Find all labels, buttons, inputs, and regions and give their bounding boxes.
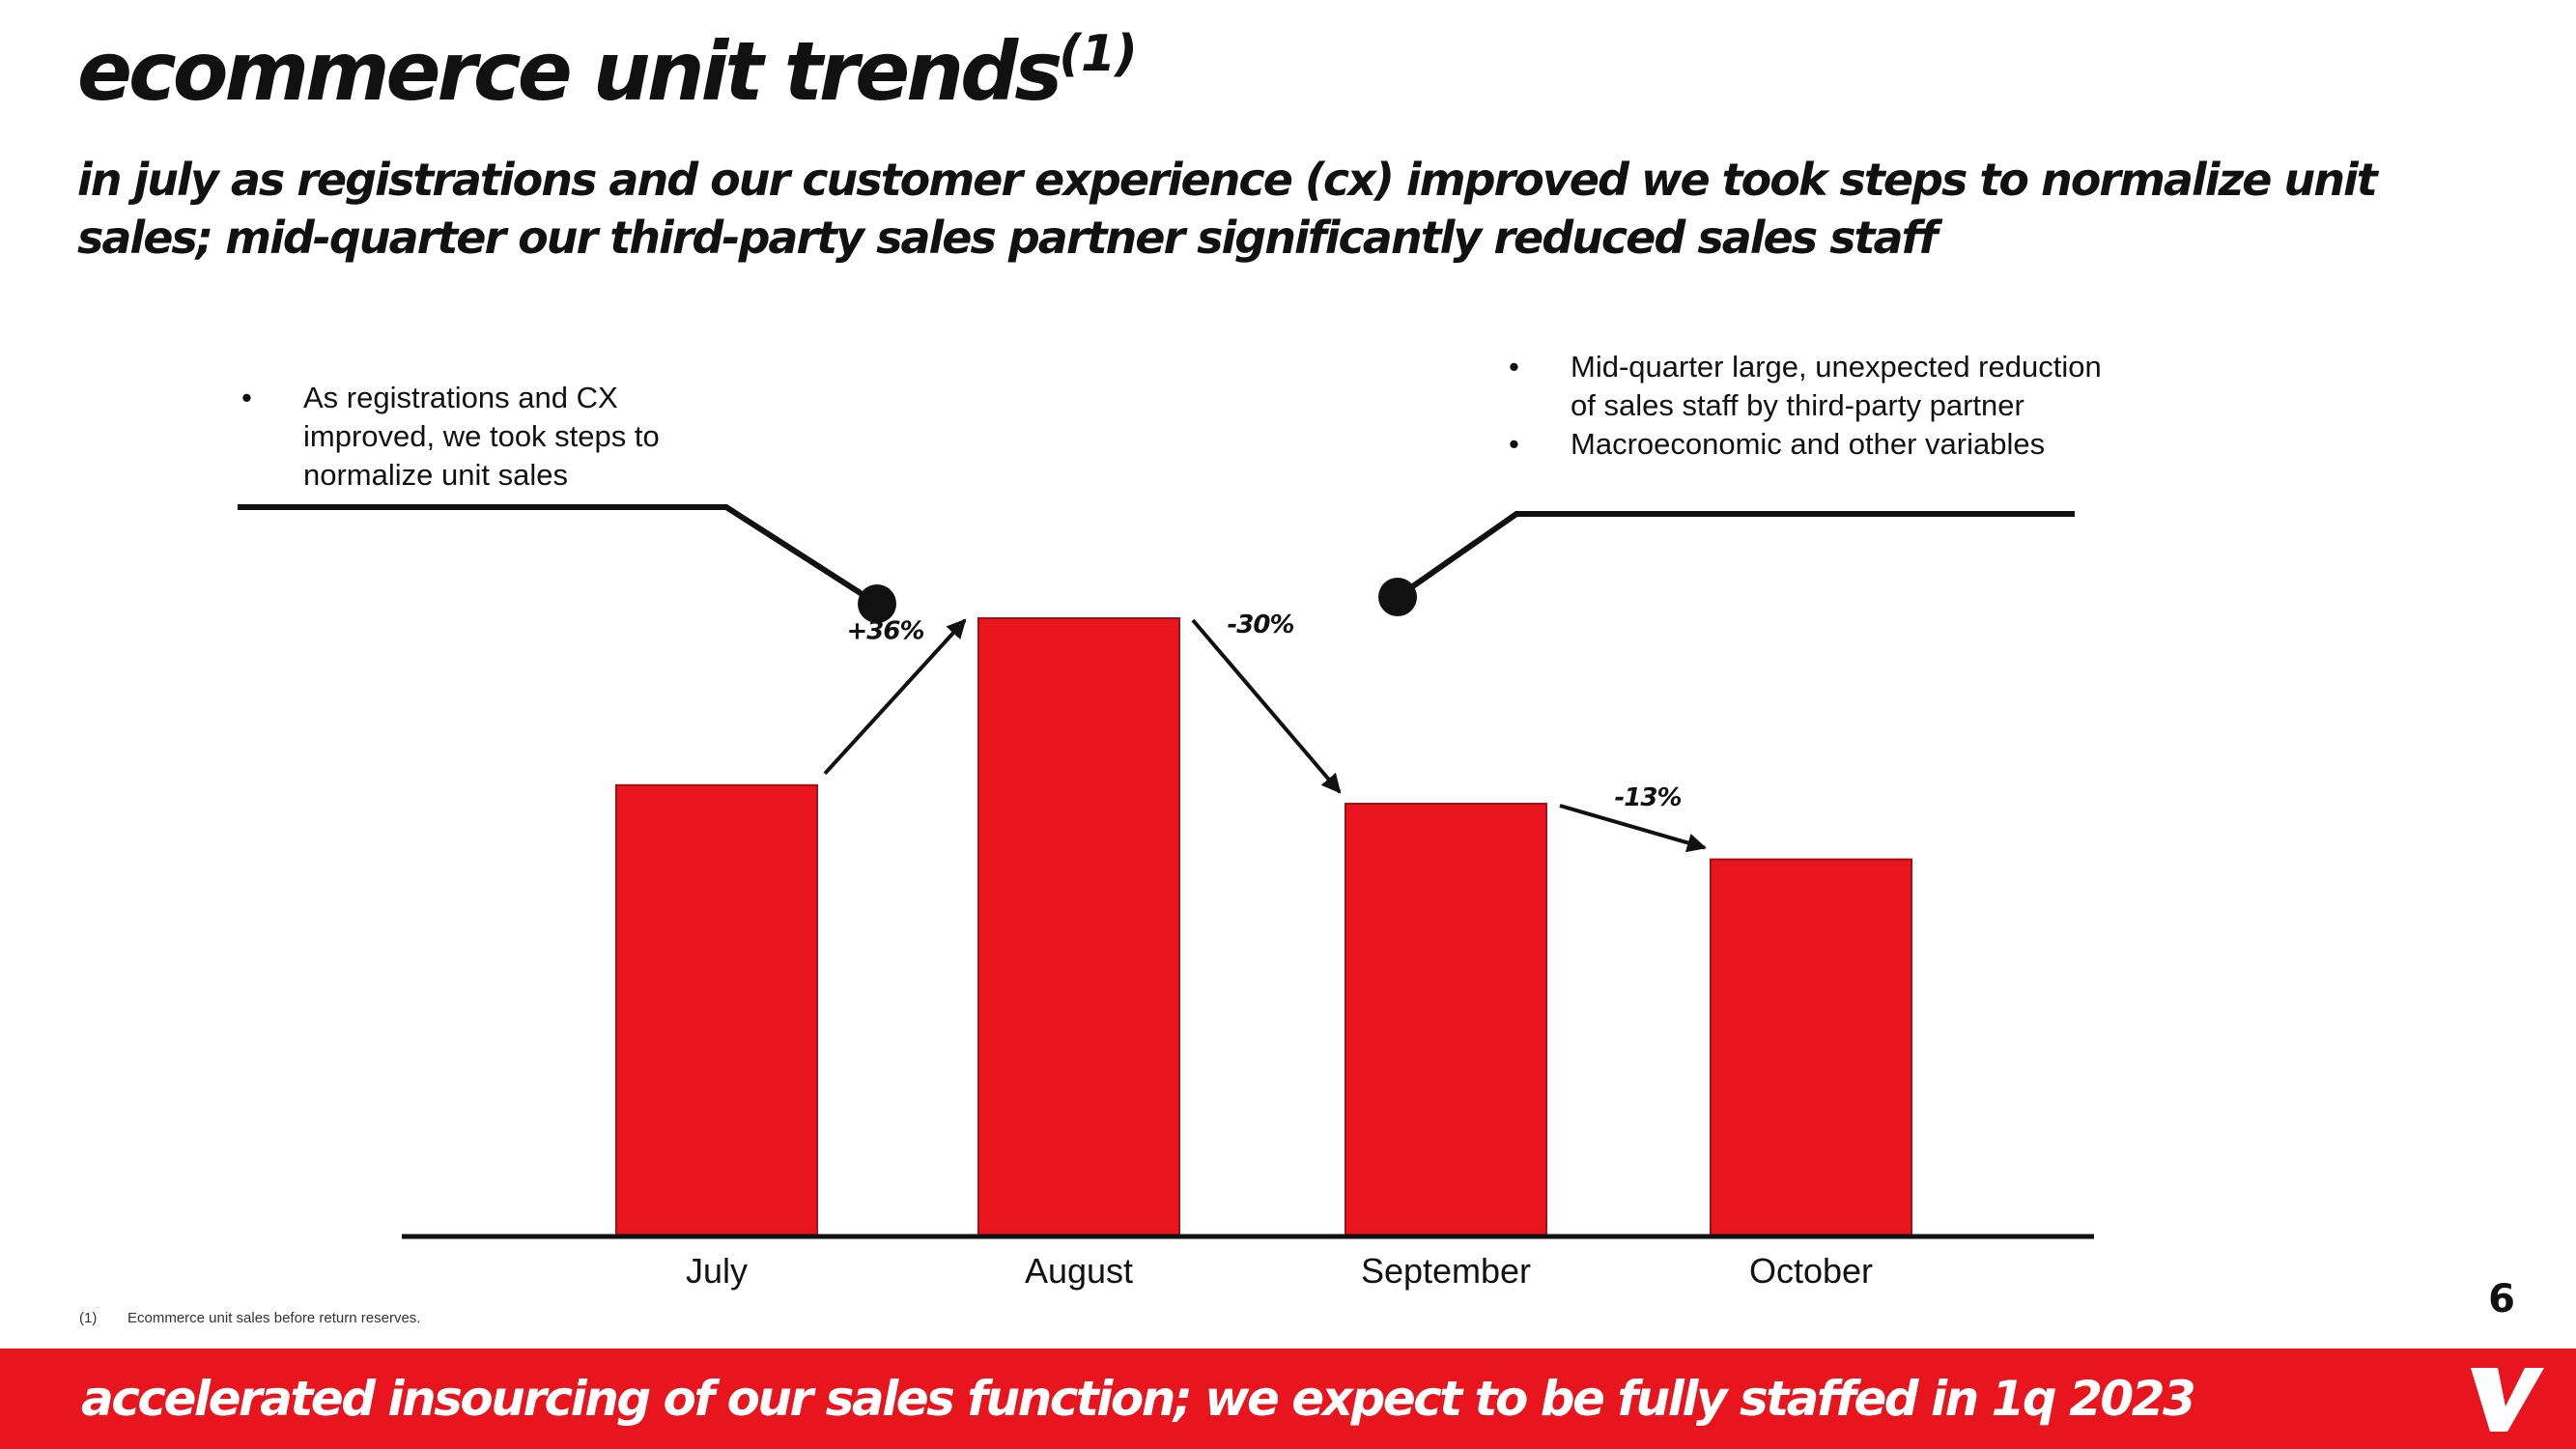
slide-title-text: ecommerce unit trends: [77, 24, 1062, 119]
change-label: -30%: [1227, 611, 1293, 639]
change-label: +36%: [846, 616, 923, 645]
footnote-text: Ecommerce unit sales before return reser…: [127, 1310, 421, 1326]
callout-right-item: • Macroeconomic and other variables: [1509, 425, 2108, 464]
bar-july: [615, 783, 818, 1237]
bullet-icon: •: [1509, 427, 1519, 461]
page-number: 6: [2488, 1277, 2515, 1321]
callout-left-text: As registrations and CX improved, we too…: [303, 381, 660, 492]
unit-trends-chart: +36% -30% -13% July August September October: [238, 504, 2094, 1291]
bar-august: [977, 617, 1180, 1237]
callout-right-dot: [1378, 578, 1417, 616]
bottom-banner: accelerated insourcing of our sales func…: [0, 1349, 2576, 1449]
callout-right-text: Mid-quarter large, unexpected reduction …: [1571, 350, 2102, 422]
change-arrow: [823, 618, 967, 776]
change-label: -13%: [1614, 783, 1681, 812]
x-axis-labels-group: July August September October: [686, 1251, 1873, 1291]
x-tick-label: September: [1361, 1251, 1531, 1291]
callout-left-item: • As registrations and CX improved, we to…: [241, 379, 744, 495]
callout-right-connector: [1396, 511, 2075, 600]
callout-right: • Mid-quarter large, unexpected reduction…: [1509, 348, 2108, 464]
brand-v-logo-icon: [2471, 1368, 2544, 1432]
x-tick-label: October: [1749, 1251, 1873, 1291]
bar-september: [1345, 803, 1547, 1237]
x-tick-label: August: [1025, 1251, 1133, 1291]
bullet-icon: •: [241, 381, 252, 414]
callout-left-connector: [238, 504, 879, 607]
change-arrow: [1191, 618, 1342, 794]
bar-october: [1710, 858, 1912, 1237]
slide-subtitle: in july as registrations and our custome…: [77, 154, 2378, 264]
title-footnote-marker: (1): [1059, 25, 1138, 83]
footnote: (1) Ecommerce unit sales before return re…: [79, 1310, 420, 1326]
slide-title: ecommerce unit trends(1): [77, 24, 1138, 119]
footnote-marker: (1): [79, 1310, 98, 1326]
x-tick-label: July: [686, 1251, 748, 1291]
callout-right-text: Macroeconomic and other variables: [1571, 427, 2046, 461]
change-arrow: [1559, 804, 1707, 853]
change-arrows-group: +36% -30% -13%: [823, 611, 1707, 853]
callout-right-item: • Mid-quarter large, unexpected reduction…: [1509, 348, 2108, 425]
banner-text: accelerated insourcing of our sales func…: [81, 1371, 2196, 1427]
bullet-icon: •: [1509, 350, 1519, 384]
callout-left: • As registrations and CX improved, we to…: [241, 379, 744, 495]
bars-group: [615, 617, 1912, 1237]
callout-left-dot: [858, 584, 896, 623]
